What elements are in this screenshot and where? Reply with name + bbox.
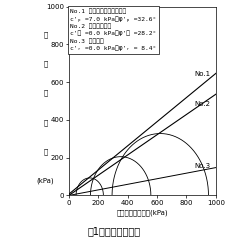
Text: 図1　土の強度特性: 図1 土の強度特性: [88, 227, 141, 237]
Text: せ: せ: [43, 32, 47, 38]
Text: No.2: No.2: [194, 101, 210, 107]
X-axis label: 垂　直　応　力　(kPa): 垂 直 応 力 (kPa): [117, 209, 168, 216]
Text: 力: 力: [43, 148, 47, 155]
Text: No.1 不擾乱試料ピーク強度
c'ₚ =7.0 kPa、φ'ₚ =32.6°
No.2 完全軟化強度
c'ᵠ =0.0 kPa、φ'ᵠ =28.2°
No.3: No.1 不擾乱試料ピーク強度 c'ₚ =7.0 kPa、φ'ₚ =32.6° …: [70, 9, 157, 51]
Text: No.1: No.1: [194, 71, 211, 77]
Text: (kPa): (kPa): [37, 177, 54, 184]
Text: No.3: No.3: [194, 163, 211, 169]
Text: ん: ん: [43, 61, 47, 67]
Text: 応: 応: [43, 119, 47, 125]
Text: 断: 断: [43, 90, 47, 97]
